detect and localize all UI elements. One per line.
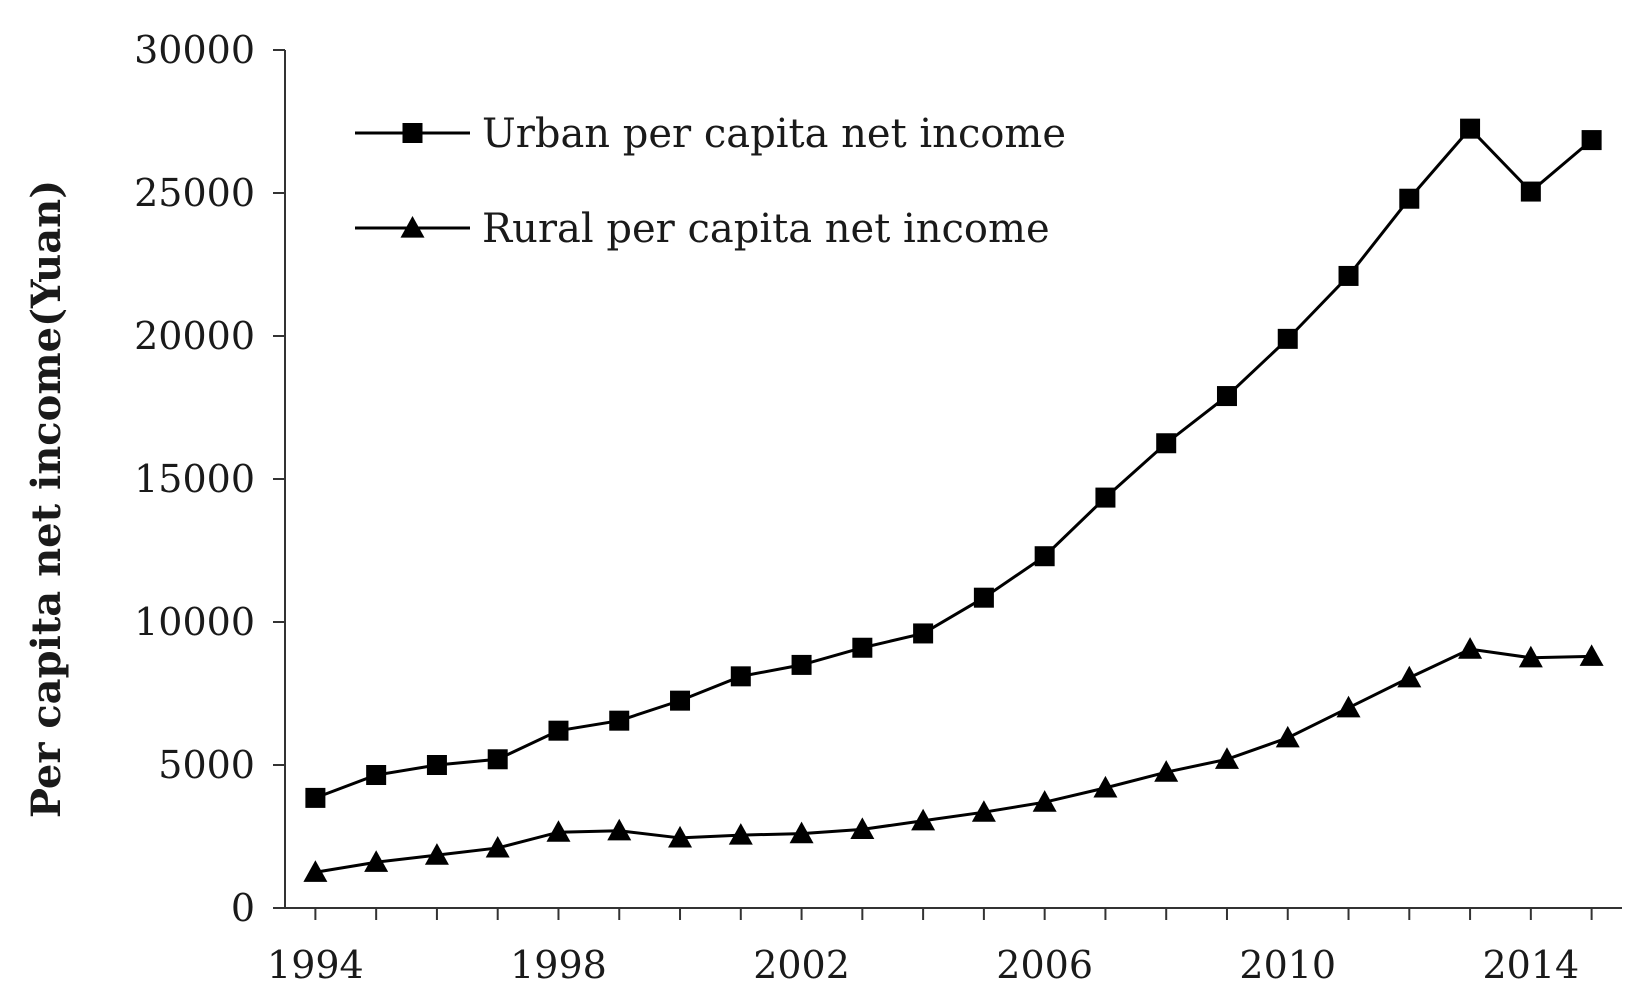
data-point (366, 765, 387, 786)
x-tick-label: 2002 (753, 943, 850, 987)
data-point (1093, 775, 1118, 798)
y-tick-label: 0 (231, 886, 255, 930)
data-point (1275, 725, 1300, 748)
axes (284, 50, 1622, 909)
data-point (973, 587, 994, 608)
x-tick-label: 2006 (996, 943, 1093, 987)
legend-label: Urban per capita net income (482, 111, 1066, 157)
x-tick-label: 1994 (267, 943, 364, 987)
legend-marker (402, 123, 423, 143)
y-tick-label: 30000 (134, 28, 255, 72)
y-tick-label: 15000 (134, 457, 255, 501)
data-point (607, 818, 632, 841)
data-point (1397, 665, 1422, 688)
x-tick-label: 2014 (1482, 943, 1579, 987)
data-point (791, 654, 812, 675)
data-point (1336, 695, 1361, 718)
legend-marker (400, 216, 425, 238)
legend-item: Rural per capita net income (355, 206, 1050, 252)
data-point (305, 787, 326, 808)
data-point (789, 821, 814, 844)
data-point (670, 690, 691, 711)
series-urban (305, 118, 1602, 808)
data-point (1154, 760, 1179, 782)
series-line (314, 126, 1593, 800)
data-point (487, 749, 508, 770)
data-point (1216, 386, 1237, 407)
x-tick-label: 2010 (1239, 943, 1336, 987)
y-tick-label: 25000 (134, 171, 255, 215)
data-point (913, 623, 934, 644)
data-point (1518, 645, 1543, 668)
data-point (1581, 130, 1602, 151)
data-point (1214, 747, 1239, 769)
data-point (364, 850, 389, 872)
data-point (1458, 637, 1483, 659)
data-point (1520, 181, 1541, 202)
series (303, 118, 1604, 882)
data-point (609, 710, 630, 731)
data-point (1156, 433, 1177, 454)
x-ticks: 1994 1998 2002 2006 2010 2014 (267, 908, 1593, 987)
data-point (485, 835, 510, 858)
data-point (1579, 644, 1604, 666)
y-tick-label: 10000 (134, 600, 255, 644)
y-tick-label: 20000 (134, 314, 255, 358)
data-point (1277, 328, 1298, 349)
data-point (730, 666, 751, 687)
data-point (548, 720, 569, 741)
data-point (850, 817, 875, 839)
data-point (426, 755, 447, 775)
data-point (546, 820, 571, 842)
legend-item: Urban per capita net income (355, 111, 1066, 157)
data-point (668, 825, 693, 848)
y-axis-label: Per capita net income(Yuan) (23, 180, 70, 818)
data-point (911, 808, 936, 831)
series-line (315, 647, 1592, 874)
data-point (971, 800, 996, 822)
data-point (1095, 487, 1116, 508)
data-point (728, 823, 753, 845)
y-ticks: 0 5000 10000 15000 20000 25000 30000 (134, 28, 285, 930)
data-point (303, 860, 328, 882)
legend-label: Rural per capita net income (482, 206, 1050, 252)
x-tick-label: 1998 (510, 943, 607, 987)
data-point (1399, 188, 1420, 209)
data-point (1460, 118, 1481, 139)
series-rural (303, 637, 1604, 882)
data-point (1338, 265, 1359, 286)
data-point (1034, 546, 1055, 567)
data-point (1032, 790, 1057, 812)
y-tick-label: 5000 (158, 743, 255, 787)
legend: Urban per capita net income Rural per cap… (355, 111, 1066, 252)
data-point (424, 843, 449, 865)
data-point (852, 637, 873, 658)
